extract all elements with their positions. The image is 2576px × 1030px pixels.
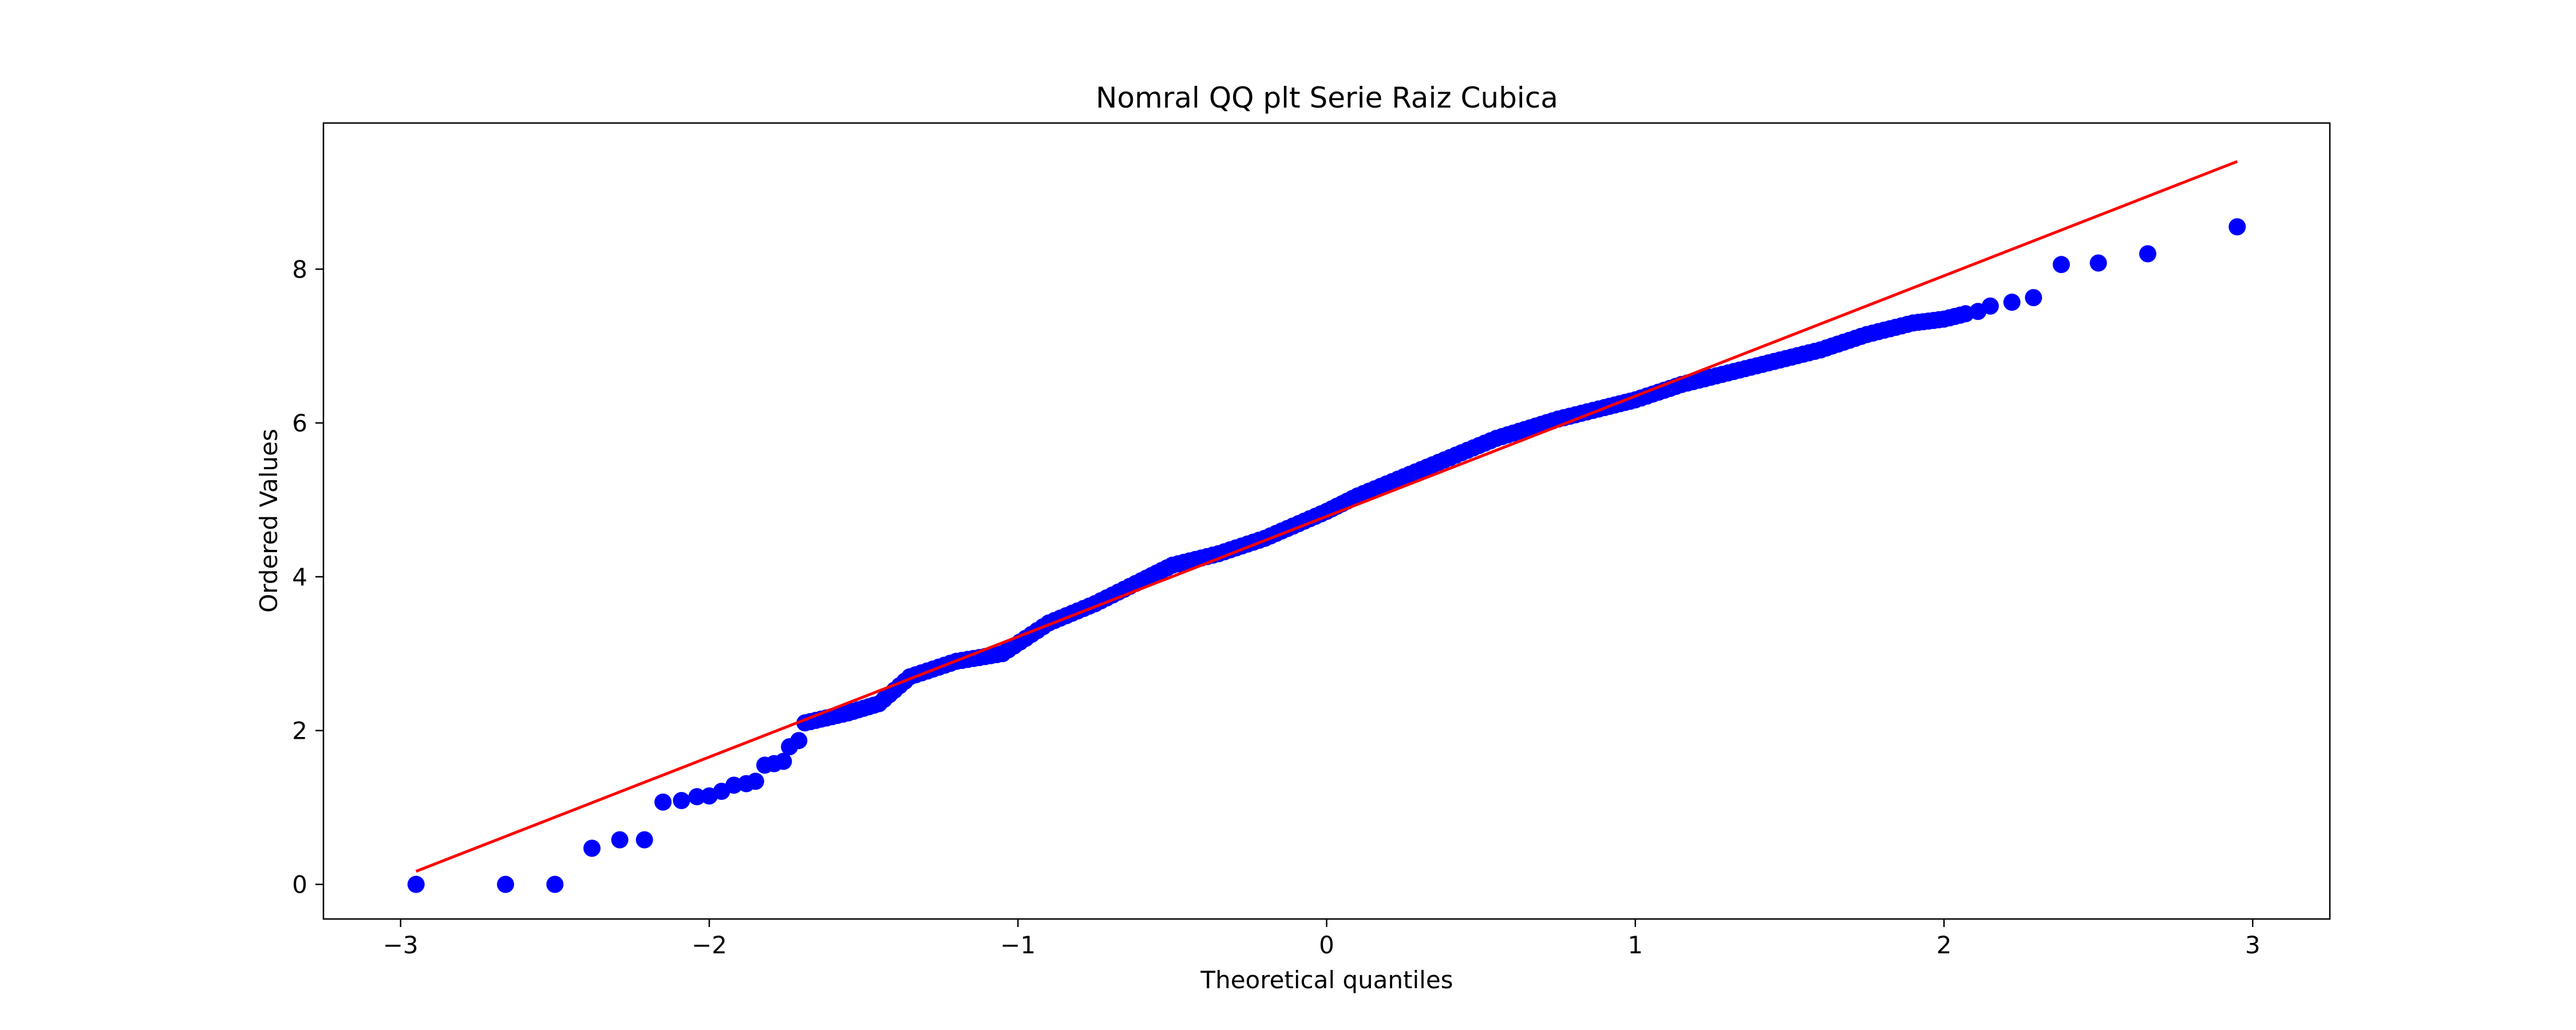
data-point — [790, 732, 808, 750]
data-point — [2229, 218, 2246, 236]
data-point — [2003, 294, 2021, 311]
y-tick-label: 4 — [292, 563, 307, 591]
x-tick-label: 2 — [1937, 931, 1952, 959]
x-axis-label: Theoretical quantiles — [1200, 966, 1453, 994]
data-point — [775, 752, 792, 770]
data-point — [2052, 256, 2070, 274]
x-axis: −3 −2 −1 0 1 2 3 — [383, 919, 2261, 959]
x-tick-label: −1 — [1000, 931, 1036, 959]
data-point — [688, 788, 706, 806]
y-tick-label: 2 — [292, 717, 307, 745]
y-tick-label: 0 — [292, 871, 307, 899]
data-point — [2139, 245, 2156, 263]
data-point — [2089, 254, 2107, 272]
data-point — [407, 876, 425, 893]
y-tick-label: 6 — [292, 409, 307, 437]
plot-area — [407, 160, 2246, 893]
y-axis: 0 2 4 6 8 — [292, 255, 323, 899]
data-point — [497, 876, 515, 893]
data-point — [1981, 297, 1999, 315]
y-axis-label: Ordered Values — [255, 429, 283, 613]
data-point — [583, 839, 601, 857]
fit-line — [415, 160, 2238, 873]
chart-title: Nomral QQ plt Serie Raiz Cubica — [1096, 81, 1558, 114]
data-point — [635, 831, 653, 849]
x-tick-label: −2 — [692, 931, 727, 959]
x-tick-label: 1 — [1627, 931, 1643, 959]
data-point — [611, 831, 629, 849]
axes-frame — [322, 122, 2331, 920]
data-point — [746, 772, 764, 790]
data-point — [654, 793, 672, 811]
data-point — [546, 876, 564, 893]
data-point — [2025, 289, 2042, 307]
data-point — [673, 792, 690, 809]
x-tick-label: −3 — [383, 931, 418, 959]
x-tick-label: 0 — [1319, 931, 1334, 959]
x-tick-label: 3 — [2245, 931, 2261, 959]
y-tick-label: 8 — [292, 255, 307, 283]
